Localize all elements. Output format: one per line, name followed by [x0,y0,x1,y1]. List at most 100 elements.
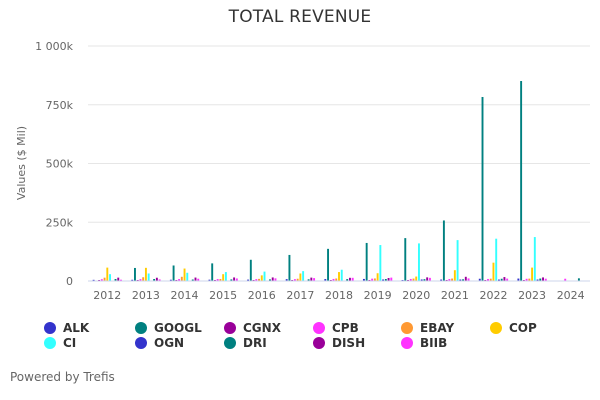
bar-googl-2022[interactable] [481,96,484,282]
bar-cpb-2015[interactable] [216,279,219,281]
bar-ebay-2014[interactable] [180,276,183,281]
bar-biib-2021[interactable] [467,278,470,281]
bar-googl-2016[interactable] [249,259,252,281]
bar-dish-2014[interactable] [194,277,197,281]
bar-dri-2024[interactable] [577,278,580,281]
bar-dish-2021[interactable] [464,276,467,281]
bar-cop-2023[interactable] [531,267,534,281]
bar-googl-2015[interactable] [211,263,214,281]
legend-item-cpb[interactable]: CPB [313,320,359,335]
bar-alk-2019[interactable] [362,278,365,281]
bar-biib-2015[interactable] [235,278,238,281]
legend-item-ebay[interactable]: EBAY [401,320,454,335]
bar-cop-2019[interactable] [376,273,379,281]
bar-ebay-2012[interactable] [103,277,106,281]
bar-ci-2022[interactable] [495,238,498,281]
bar-cop-2022[interactable] [492,262,495,281]
bar-cpb-2016[interactable] [255,279,258,281]
legend-item-dish[interactable]: DISH [313,335,365,350]
bar-ci-2023[interactable] [533,237,536,281]
bar-dri-2018[interactable] [346,279,349,281]
bar-ebay-2020[interactable] [412,278,415,281]
bar-ebay-2018[interactable] [335,278,338,281]
bar-ebay-2023[interactable] [528,278,531,281]
bar-alk-2013[interactable] [131,279,134,281]
legend-item-ci[interactable]: CI [44,335,76,350]
legend-item-cgnx[interactable]: CGNX [224,320,281,335]
bar-biib-2013[interactable] [158,279,161,281]
bar-googl-2014[interactable] [172,265,175,281]
bar-biib-2022[interactable] [506,278,509,281]
bar-ogn-2021[interactable] [459,279,462,281]
bar-ebay-2016[interactable] [258,278,260,281]
bar-dri-2016[interactable] [269,279,271,281]
bar-ebay-2013[interactable] [142,277,145,281]
bar-dri-2020[interactable] [423,279,426,281]
bar-ebay-2015[interactable] [219,278,222,281]
bar-ci-2014[interactable] [186,272,189,281]
bar-cop-2013[interactable] [144,267,147,281]
bar-googl-2021[interactable] [442,220,445,281]
bar-dri-2023[interactable] [539,278,542,281]
bar-cpb-2018[interactable] [332,278,335,281]
bar-cpb-2017[interactable] [293,279,296,281]
bar-dish-2016[interactable] [271,277,274,281]
bar-cop-2017[interactable] [299,273,302,281]
bar-dish-2012[interactable] [117,277,120,281]
bar-dish-2022[interactable] [503,277,506,281]
bar-cop-2012[interactable] [106,267,109,281]
bar-ebay-2019[interactable] [373,278,376,281]
bar-cop-2021[interactable] [453,270,456,281]
bar-cop-2015[interactable] [222,274,225,281]
bar-ebay-2017[interactable] [296,278,299,281]
bar-alk-2015[interactable] [208,279,211,281]
bar-cpb-2013[interactable] [139,279,142,281]
bar-cop-2014[interactable] [183,268,186,281]
bar-ogn-2020[interactable] [420,279,423,281]
bar-ogn-2022[interactable] [497,279,500,281]
bar-googl-2018[interactable] [327,248,330,281]
bar-ogn-2019[interactable] [382,279,385,281]
bar-ci-2018[interactable] [340,269,343,281]
bar-dish-2013[interactable] [155,277,158,281]
bar-ci-2013[interactable] [147,273,150,281]
bar-biib-2012[interactable] [120,279,122,281]
bar-cop-2020[interactable] [415,276,418,281]
legend-item-alk[interactable]: ALK [44,320,89,335]
bar-ci-2020[interactable] [418,243,420,281]
bar-cop-2018[interactable] [338,272,340,281]
bar-dri-2017[interactable] [307,279,310,281]
bar-dish-2019[interactable] [387,277,390,281]
bar-biib-2020[interactable] [428,277,431,281]
bar-cpb-2022[interactable] [487,278,489,281]
bar-dri-2015[interactable] [230,279,233,281]
bar-cpb-2023[interactable] [525,278,528,281]
bar-biib-2023[interactable] [544,278,547,281]
legend-item-dri[interactable]: DRI [224,335,267,350]
bar-ci-2019[interactable] [379,245,382,281]
bar-alk-2022[interactable] [478,278,481,281]
bar-cpb-2014[interactable] [178,279,181,281]
bar-alk-2014[interactable] [169,279,172,281]
bar-ci-2015[interactable] [224,272,227,281]
bar-dri-2013[interactable] [153,279,156,281]
bar-alk-2012[interactable] [92,279,95,281]
bar-dish-2017[interactable] [310,277,313,281]
bar-dish-2018[interactable] [348,277,351,281]
bar-alk-2018[interactable] [324,279,327,281]
bar-cop-2016[interactable] [260,275,263,281]
bar-googl-2013[interactable] [134,267,136,281]
bar-ci-2016[interactable] [263,271,266,281]
bar-cpb-2020[interactable] [409,278,412,281]
bar-biib-2019[interactable] [390,277,393,281]
bar-biib-2014[interactable] [197,278,200,281]
legend-item-googl[interactable]: GOOGL [135,320,202,335]
bar-dri-2012[interactable] [114,279,117,281]
bar-ogn-2023[interactable] [536,279,539,281]
bar-googl-2023[interactable] [520,81,523,281]
bar-alk-2016[interactable] [247,279,250,281]
bar-dish-2020[interactable] [426,277,429,281]
bar-googl-2020[interactable] [404,238,407,281]
bar-alk-2017[interactable] [285,279,288,281]
bar-cpb-2019[interactable] [371,278,374,281]
